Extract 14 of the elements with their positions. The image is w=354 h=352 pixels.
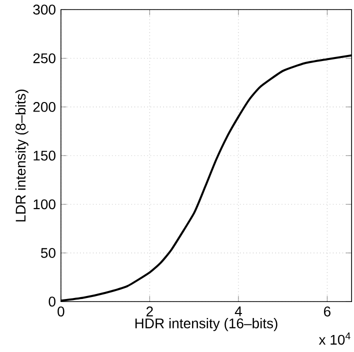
x-axis-title: HDR intensity (16–bits): [135, 318, 278, 332]
x-tick-label: 0: [58, 306, 64, 317]
x-tick-label: 4: [234, 306, 242, 316]
y-tick-label: 300: [33, 4, 56, 15]
y-tick-label: 0: [48, 296, 56, 307]
y-tick-label: 150: [34, 150, 56, 161]
y-tick-label: 50: [40, 248, 56, 258]
x-tick-label: 2: [146, 306, 153, 317]
y-axis-title: LDR intensity (8–bits): [15, 90, 28, 222]
x-tick-label: 6: [324, 306, 330, 317]
text: x 10$^{4}$: [318, 332, 350, 345]
y-tick-label: 200: [33, 102, 56, 112]
y-tick-label: 100: [34, 200, 56, 210]
y-tick-label: 250: [33, 54, 56, 64]
